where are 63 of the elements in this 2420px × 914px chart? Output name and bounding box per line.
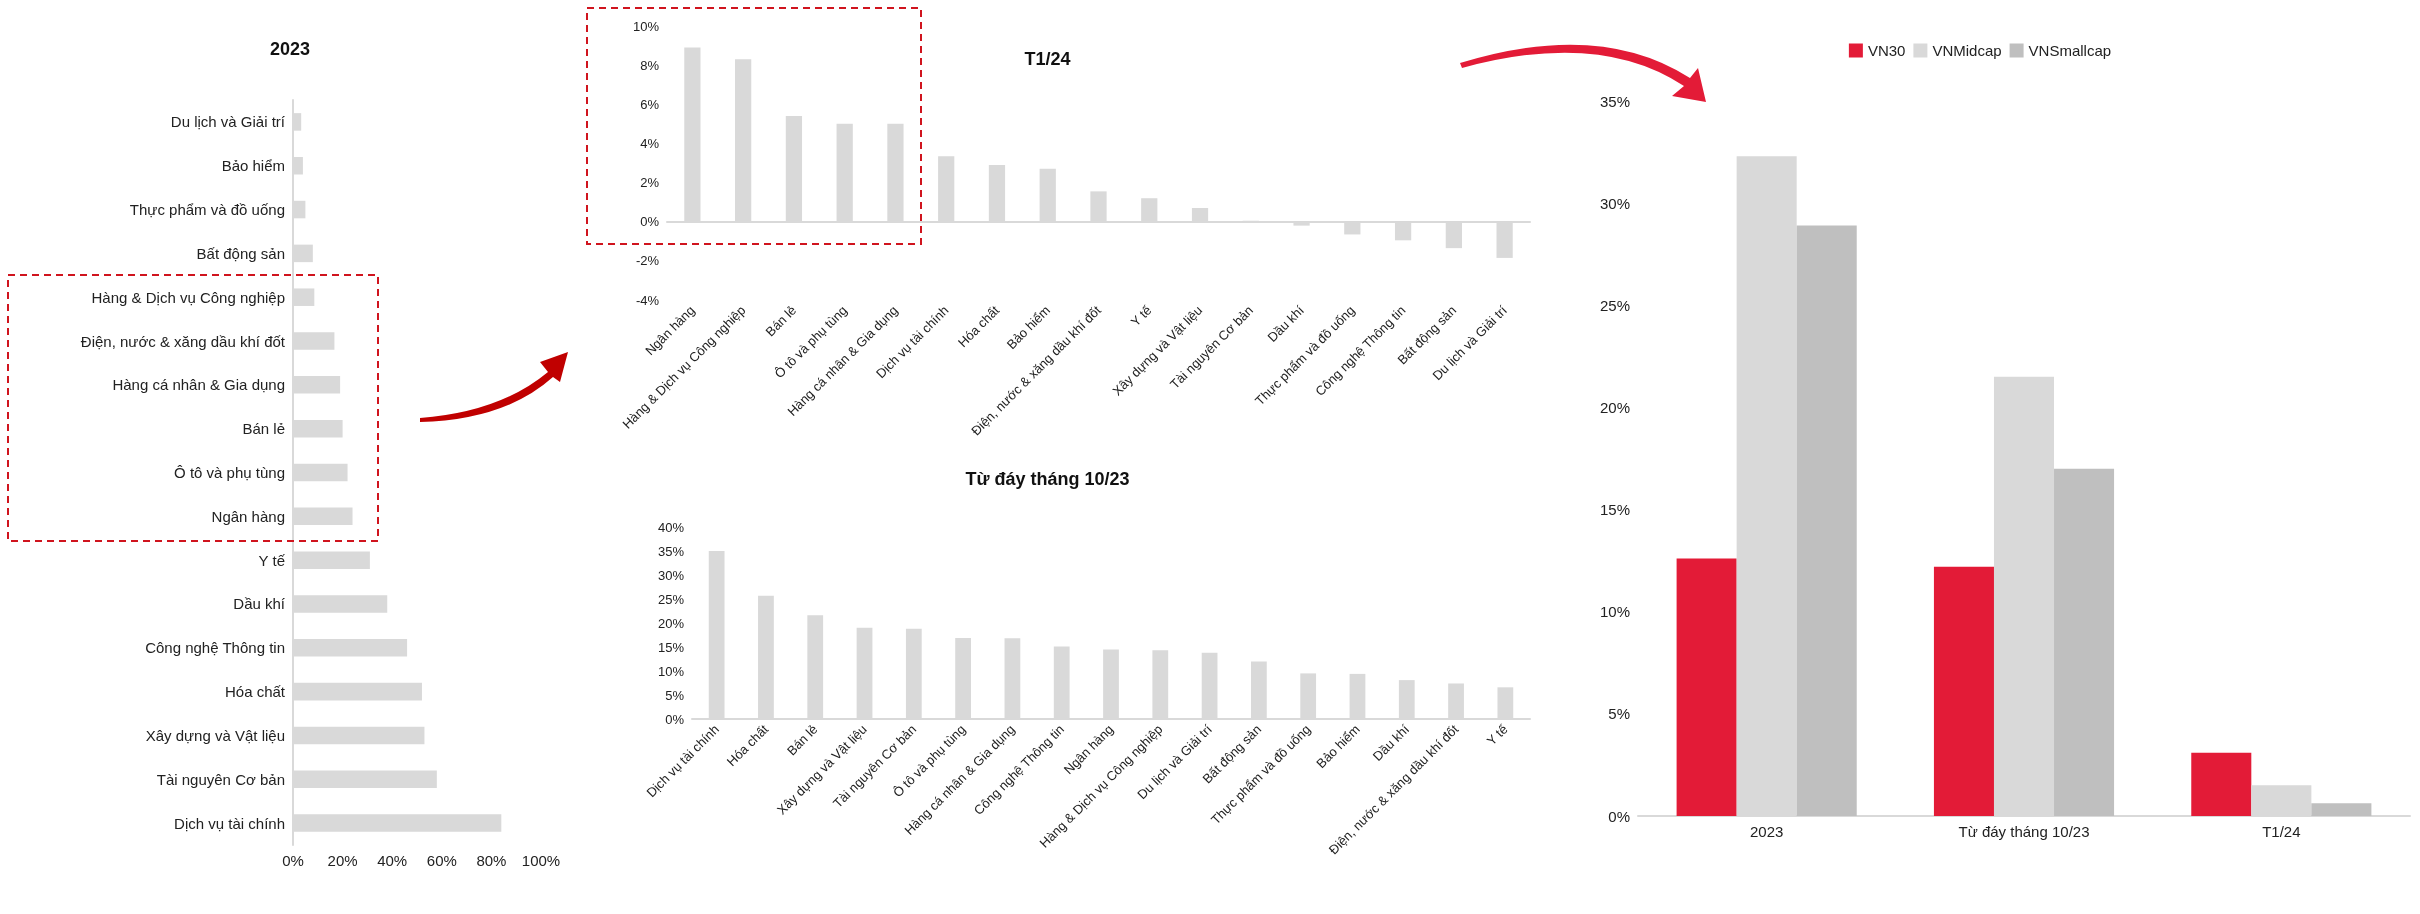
bar	[2054, 468, 2115, 816]
x-tick-label: Hóa chất	[954, 302, 1003, 351]
y-tick-label: Y tế	[258, 551, 286, 569]
y-tick-label: 30%	[657, 567, 685, 583]
bar	[1676, 558, 1737, 816]
text: T1/24	[1024, 49, 1071, 69]
y-tick-label: 10%	[657, 663, 685, 679]
y-tick-label: 25%	[657, 591, 685, 607]
x-tick-label: 0%	[282, 852, 304, 869]
x-tick-label: 2023	[1749, 823, 1784, 840]
bar	[2311, 803, 2372, 816]
y-tick-label: 20%	[657, 615, 685, 631]
x-tick-label: Hóa chất	[723, 721, 772, 770]
y-tick-label: -2%	[635, 253, 660, 269]
x-tick-label: Bán lẻ	[783, 721, 821, 759]
y-tick-label: Hóa chất	[224, 683, 286, 701]
y-tick-label: 25%	[1599, 296, 1630, 314]
x-tick-label: T1/24	[2262, 823, 2301, 840]
x-tick-label: 60%	[426, 852, 457, 869]
y-tick-label: Bảo hiểm	[221, 157, 285, 175]
y-tick-label: Du lịch và Giải trí	[170, 113, 286, 131]
y-tick-label: 15%	[1599, 501, 1630, 519]
bar	[1796, 225, 1857, 816]
y-tick-label: 0%	[665, 711, 685, 727]
legend-label: VNSmallcap	[2028, 42, 2112, 59]
legend-label: VNMidcap	[1932, 42, 2002, 59]
y-tick-label: 10%	[1599, 603, 1630, 621]
y-tick-label: Ô tô và phụ tùng	[174, 464, 285, 481]
y-tick-label: Dầu khí	[233, 595, 286, 613]
y-tick-label: 0%	[640, 214, 660, 230]
y-tick-label: 8%	[640, 57, 660, 73]
chart-title: Từ đáy tháng 10/23	[965, 469, 1130, 489]
y-tick-label: 5%	[665, 687, 685, 703]
bar	[1933, 566, 1994, 816]
y-tick-label: Thực phẩm và đồ uống	[129, 201, 285, 219]
legend-label: VN30	[1867, 42, 1906, 59]
bar	[2191, 752, 2252, 816]
x-tick-label: 80%	[476, 852, 507, 869]
x-tick-label: Dầu khí	[1369, 721, 1413, 764]
y-tick-label: Ngân hàng	[211, 507, 285, 525]
y-tick-label: 10%	[632, 18, 660, 34]
y-tick-label: -4%	[635, 292, 660, 308]
x-tick-label: Dầu khí	[1264, 302, 1308, 345]
y-tick-label: Hàng & Dịch vụ Công nghiệp	[91, 288, 285, 306]
y-tick-label: 4%	[640, 135, 660, 151]
x-tick-label: 40%	[377, 852, 408, 869]
y-tick-label: 40%	[657, 519, 685, 535]
y-tick-label: Bất động sản	[196, 244, 285, 262]
x-tick-label: 20%	[327, 852, 358, 869]
y-tick-label: 15%	[657, 639, 685, 655]
y-tick-label: 6%	[640, 96, 660, 112]
x-tick-label: Từ đáy tháng 10/23	[1958, 823, 2090, 840]
y-tick-label: 35%	[657, 543, 685, 559]
x-tick-label: 100%	[521, 852, 561, 869]
x-tick-label: Bán lẻ	[762, 302, 800, 340]
x-tick-label: Y tế	[1483, 721, 1512, 749]
chart-title: 2023	[269, 39, 311, 59]
y-tick-label: 5%	[1608, 705, 1630, 723]
y-tick-label: 2%	[640, 175, 660, 191]
x-tick-label: Y tế	[1127, 302, 1156, 330]
y-tick-label: 30%	[1599, 194, 1630, 212]
y-tick-label: 35%	[1599, 92, 1630, 110]
y-tick-label: Công nghệ Thông tin	[145, 639, 285, 657]
